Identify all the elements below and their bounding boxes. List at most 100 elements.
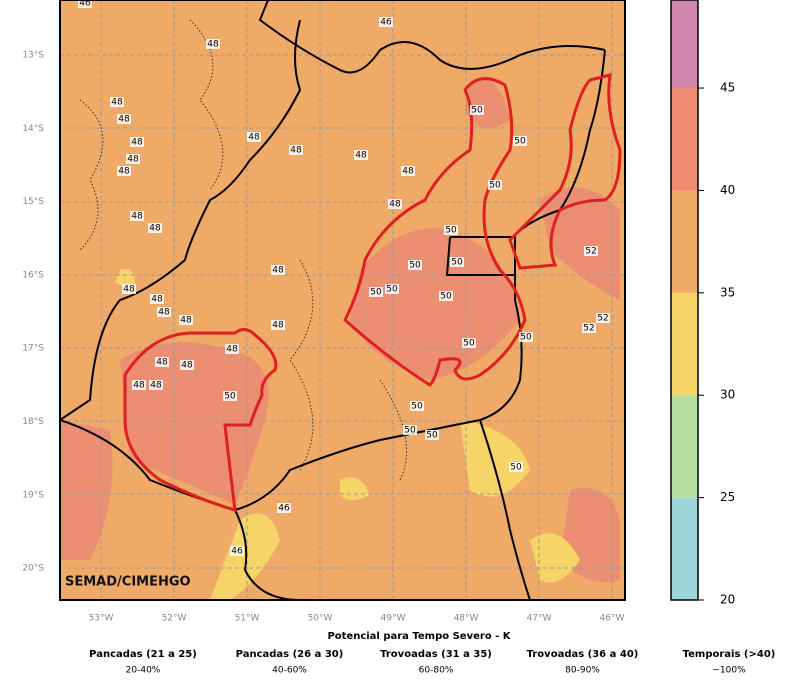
contour-label: 48 (272, 266, 284, 276)
contour-label: 48 (118, 167, 130, 177)
contour-label: 50 (471, 106, 483, 116)
lon-label: 49°W (381, 614, 406, 624)
contour-label-bg (582, 323, 596, 333)
contour-label: 48 (118, 115, 130, 125)
contour-label-bg (425, 430, 439, 440)
contour-label: 52 (585, 247, 596, 257)
contour-label: 46 (380, 18, 392, 28)
contour-label: 48 (180, 316, 192, 326)
colorbar-label: 40 (720, 183, 735, 197)
colorbar-label: 35 (720, 285, 735, 299)
contour-label: 50 (440, 292, 452, 302)
caption-item-name: Pancadas (26 a 30) (236, 649, 344, 660)
contour-label: 48 (226, 345, 238, 355)
contour-label: 48 (111, 98, 123, 108)
contour-label: 48 (355, 151, 367, 161)
lon-label: 51°W (235, 614, 260, 624)
contour-label-bg (462, 338, 476, 348)
contour-label: 48 (123, 285, 135, 295)
contour-label-bg (271, 265, 285, 275)
contour-labels: 46 46 48 48 48 48 48 48 48 48 48 48 48 48 48 48 48 48 48 48… (78, 0, 610, 557)
contour-label: 50 (409, 261, 421, 271)
contour-label-bg (247, 132, 261, 142)
contour-label-bg (230, 546, 244, 556)
contour-label-bg (470, 105, 484, 115)
contour-label: 52 (597, 314, 608, 324)
contour-label-bg (271, 320, 285, 330)
contour-label-bg (179, 315, 193, 325)
contour-label-bg (408, 260, 422, 270)
contour-label-bg (439, 291, 453, 301)
lon-label: 50°W (308, 614, 333, 624)
low-areas (115, 269, 580, 600)
contour-label: 48 (389, 200, 401, 210)
colorbar-band (671, 190, 698, 293)
contour-label: 50 (520, 333, 532, 343)
contour-label: 46 (79, 0, 91, 9)
contour-label: 52 (583, 324, 594, 334)
caption-item-range: 20-40% (126, 666, 161, 676)
contour-label: 48 (156, 358, 168, 368)
contour-label: 50 (386, 285, 398, 295)
contour-label: 46 (231, 547, 243, 557)
contour-label-bg (130, 137, 144, 147)
lat-label: 18°S (22, 417, 44, 427)
map-background (60, 0, 625, 600)
contour-label: 50 (510, 463, 522, 473)
contour-label: 50 (224, 392, 236, 402)
contour-label: 48 (150, 381, 162, 391)
contour-label-bg (513, 136, 527, 146)
map-area: 46 46 48 48 48 48 48 48 48 48 48 48 48 48 48 48 48 48 48 48… (60, 0, 625, 600)
contour-label: 48 (158, 308, 170, 318)
contour-label-bg (223, 391, 237, 401)
lat-label: 19°S (22, 490, 44, 500)
contour-label: 50 (404, 426, 416, 436)
contour-label: 50 (514, 137, 526, 147)
contour-label-bg (379, 17, 393, 27)
map-axes: 13°S 14°S 15°S 16°S 17°S 18°S 19°S 20°S 53°W 52°W… (22, 51, 624, 624)
contour-label: 50 (411, 402, 423, 412)
contour-label: 48 (133, 381, 145, 391)
contour-label-bg (488, 180, 502, 190)
contour-label: 48 (151, 295, 163, 305)
contour-label: 50 (445, 226, 457, 236)
colorbar-band (671, 497, 698, 600)
contour-label-bg (403, 425, 417, 435)
colorbar-label: 30 (720, 388, 735, 402)
contour-label-bg (410, 401, 424, 411)
caption-item-name: Pancadas (21 a 25) (89, 649, 197, 660)
contour-label-bg (78, 0, 92, 8)
lon-label: 47°W (527, 614, 552, 624)
lat-label: 13°S (22, 51, 44, 61)
lon-label: 46°W (600, 614, 625, 624)
contour-label: 50 (426, 431, 438, 441)
contour-label-bg (126, 154, 140, 164)
contour-label: 50 (451, 258, 463, 268)
contour-label-bg (148, 223, 162, 233)
contour-label-bg (206, 39, 220, 49)
contour-label-bg (132, 380, 146, 390)
contour-label-bg (130, 211, 144, 221)
contour-label: 48 (248, 133, 260, 143)
lat-label: 20°S (22, 564, 44, 574)
contour-label-bg (401, 166, 415, 176)
colorbar-label: 20 (720, 593, 735, 607)
contour-label: 48 (207, 40, 219, 50)
lon-label: 52°W (162, 614, 187, 624)
colorbar: 20 25 30 35 40 45 (671, 0, 735, 607)
contour-label-bg (277, 503, 291, 513)
contour-label: 50 (463, 339, 475, 349)
contour-label-bg (450, 257, 464, 267)
contour-label: 48 (127, 155, 139, 165)
colorbar-band (671, 292, 698, 396)
contour-label: 50 (489, 181, 501, 191)
colorbar-label: 25 (720, 490, 735, 504)
contour-label-bg (149, 380, 163, 390)
contour-label-bg (157, 307, 171, 317)
contour-label-bg (519, 332, 533, 342)
contour-label: 50 (370, 288, 382, 298)
contour-label-bg (155, 357, 169, 367)
lon-label: 48°W (454, 614, 479, 624)
caption-items: Pancadas (21 a 25) 20-40% Pancadas (26 a 3… (89, 649, 775, 676)
